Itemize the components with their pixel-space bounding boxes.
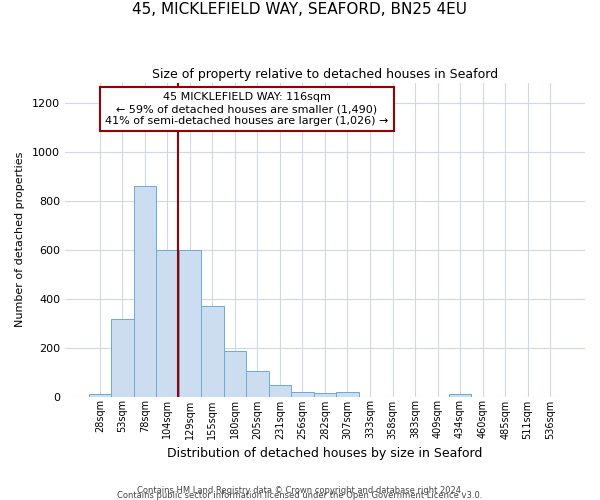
Text: Contains public sector information licensed under the Open Government Licence v3: Contains public sector information licen… [118, 490, 482, 500]
Bar [291, 392, 314, 396]
Bar [111, 320, 134, 396]
Bar [269, 386, 291, 396]
Bar [449, 394, 472, 396]
Bar [336, 392, 359, 396]
Title: Size of property relative to detached houses in Seaford: Size of property relative to detached ho… [152, 68, 498, 80]
X-axis label: Distribution of detached houses by size in Seaford: Distribution of detached houses by size … [167, 447, 482, 460]
Bar [89, 394, 111, 396]
Text: 45 MICKLEFIELD WAY: 116sqm
← 59% of detached houses are smaller (1,490)
41% of s: 45 MICKLEFIELD WAY: 116sqm ← 59% of deta… [105, 92, 389, 126]
Bar [224, 351, 246, 397]
Bar [201, 306, 224, 396]
Text: 45, MICKLEFIELD WAY, SEAFORD, BN25 4EU: 45, MICKLEFIELD WAY, SEAFORD, BN25 4EU [133, 2, 467, 18]
Bar [246, 371, 269, 396]
Bar [314, 393, 336, 396]
Bar [134, 186, 156, 396]
Text: Contains HM Land Registry data © Crown copyright and database right 2024.: Contains HM Land Registry data © Crown c… [137, 486, 463, 495]
Y-axis label: Number of detached properties: Number of detached properties [15, 152, 25, 328]
Bar [179, 250, 201, 396]
Bar [156, 250, 179, 396]
